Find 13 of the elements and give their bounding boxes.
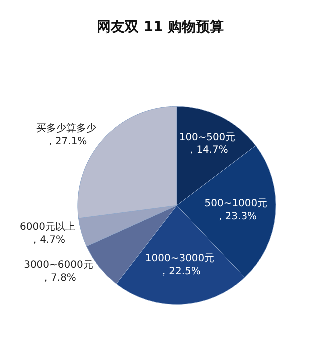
slice-label: 1000~3000元 <box>145 254 215 265</box>
slice-label: 100~500元 <box>179 132 236 144</box>
slice-label: 500~1000元 <box>204 198 268 210</box>
slice-label: 3000~6000元 <box>24 260 94 271</box>
slice-label: 买多少算多少 <box>36 122 96 134</box>
data-label: ，14.7% <box>186 145 228 156</box>
data-label: ，22.5% <box>159 266 201 278</box>
data-label: ，23.3% <box>215 212 258 223</box>
data-label: ，4.7% <box>30 235 66 246</box>
slice-label: 6000元以上 <box>20 221 76 234</box>
data-label: ，7.8% <box>41 272 76 284</box>
chart-title: 网友双 11 购物预算 <box>96 20 224 36</box>
data-label: ，27.1% <box>45 136 88 148</box>
